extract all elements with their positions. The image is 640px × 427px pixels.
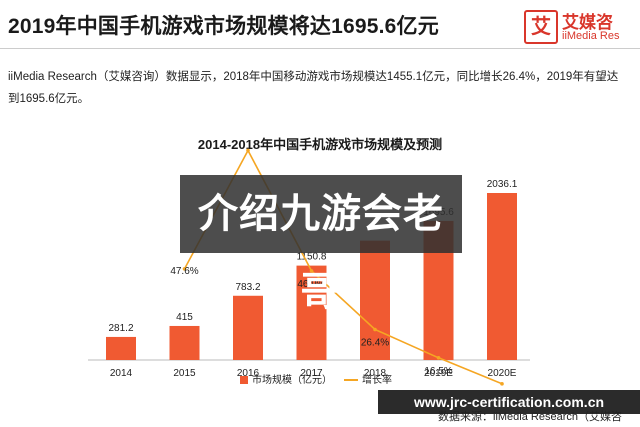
tick-label-2016: 2016 — [237, 368, 260, 379]
growth-point-2016 — [246, 148, 250, 153]
tick-label-2017: 2017 — [300, 368, 323, 379]
growth-label-2017: 46.9% — [297, 279, 325, 290]
growth-point-2020E — [500, 382, 504, 386]
brand-logo-icon: 艾 — [524, 10, 558, 44]
growth-point-2019E — [436, 356, 441, 360]
legend-label-growth-rate: 增长率 — [362, 373, 392, 386]
page-title: 2019年中国手机游戏市场规模将达1695.6亿元 — [8, 15, 439, 38]
growth-label-2018: 26.4% — [361, 337, 389, 348]
bar-label-2016: 783.2 — [235, 282, 260, 293]
watermark-url: www.jrc-certification.com.cn — [378, 390, 640, 414]
growth-point-2017 — [309, 269, 314, 273]
bar-label-2015: 415 — [176, 312, 193, 323]
tick-label-2019E: 2019E — [424, 368, 453, 379]
bar-label-2020E: 2036.1 — [487, 179, 518, 190]
tick-label-2014: 2014 — [110, 368, 133, 379]
bar-2015 — [169, 325, 200, 360]
growth-point-2015 — [182, 267, 187, 271]
tick-label-2018: 2018 — [364, 368, 387, 379]
legend-label-market-size: 市场规模（亿元） — [252, 373, 332, 386]
growth-rate-line — [183, 148, 503, 385]
overlay-banner: 介绍九游会老哥 — [180, 175, 462, 314]
growth-label-2019E: 16.5% — [424, 366, 452, 377]
tick-label-2015: 2015 — [173, 368, 196, 379]
growth-point-2018 — [373, 327, 377, 332]
tick-label-2020E: 2020E — [488, 368, 517, 379]
market-size-chart: 2014-2018年中国手机游戏市场规模及预测 281.2 2014 415 2015 7… — [88, 137, 530, 403]
bar-2020E — [487, 193, 517, 360]
bar-2016 — [233, 295, 263, 360]
legend-swatch-market-size — [240, 376, 248, 384]
source-note: 数据来源：iiMedia Research（艾媒咨 — [438, 411, 622, 423]
chart-title: 2014-2018年中国手机游戏市场规模及预测 — [198, 137, 442, 152]
bar-2017 — [296, 265, 327, 360]
bar-label-2014: 281.2 — [108, 323, 133, 334]
brand-logo: 艾 艾媒咨 iiMedia Res — [520, 8, 640, 48]
intro-paragraph: iiMedia Research（艾媒咨询）数据显示，2018年中国移动游戏市场… — [8, 71, 619, 105]
brand-name-en: iiMedia Res — [562, 30, 620, 42]
growth-label-2015: 47.6% — [170, 266, 198, 277]
brand-name-cn: 艾媒咨 — [562, 13, 613, 32]
bar-label-2017: 1150.8 — [297, 252, 327, 263]
bar-2014 — [106, 336, 136, 360]
bar-2018 — [360, 240, 390, 360]
header-divider — [0, 48, 640, 49]
